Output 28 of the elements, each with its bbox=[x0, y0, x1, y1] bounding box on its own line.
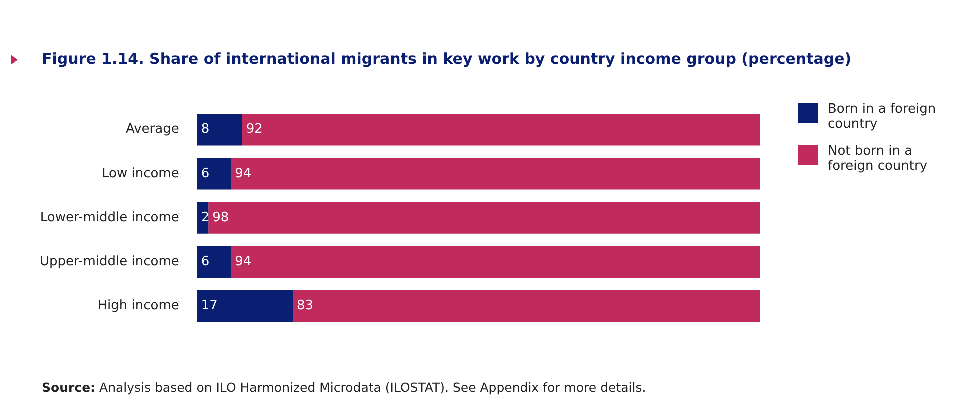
bar bbox=[293, 290, 760, 322]
chart-title: Figure 1.14. Share of international migrants in key work by country income group (percentage) bbox=[42, 50, 852, 68]
y-tick-label: High income bbox=[98, 298, 180, 314]
bar bbox=[197, 158, 232, 190]
bar bbox=[231, 246, 760, 278]
bar bbox=[242, 114, 760, 146]
source-note: Source: Analysis based on ILO Harmonized Microdata (ILOSTAT). See Appendix for more details. bbox=[42, 380, 646, 395]
legend-label: Not born in a foreign country bbox=[828, 144, 929, 174]
data-label: 17 bbox=[201, 298, 218, 314]
bar bbox=[231, 158, 760, 190]
data-label: 98 bbox=[212, 210, 230, 226]
y-tick-label: Upper-middle income bbox=[40, 254, 180, 270]
data-label: 83 bbox=[297, 298, 314, 314]
data-label: 94 bbox=[235, 166, 252, 182]
bar bbox=[197, 246, 232, 278]
data-label: 94 bbox=[235, 254, 252, 270]
data-label: 92 bbox=[246, 122, 263, 138]
y-tick-label: Low income bbox=[102, 166, 180, 182]
y-tick-label: Lower-middle income bbox=[40, 210, 180, 226]
legend-label: Born in a foreign country bbox=[828, 102, 938, 132]
bar bbox=[197, 114, 242, 146]
bar bbox=[208, 202, 760, 234]
data-label: 6 bbox=[201, 166, 210, 182]
y-tick-label: Average bbox=[126, 122, 180, 138]
data-label: 6 bbox=[201, 254, 210, 270]
bar bbox=[197, 290, 294, 322]
data-label: 2 bbox=[201, 210, 210, 226]
data-label: 8 bbox=[201, 122, 210, 138]
